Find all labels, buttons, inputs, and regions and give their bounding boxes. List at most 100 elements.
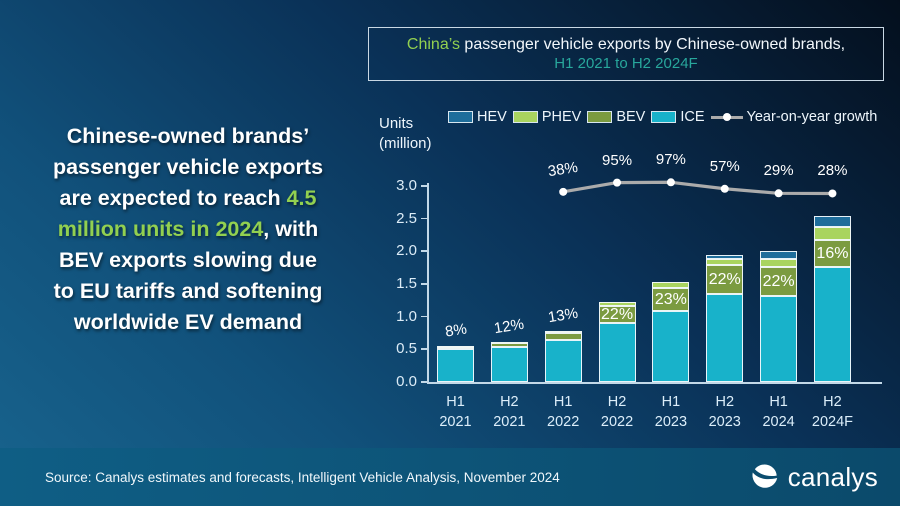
chart-title-box: China’s passenger vehicle exports by Chi…: [368, 27, 884, 81]
canalys-logo: canalys: [748, 448, 878, 506]
key-insight-line-1-segment-0: passenger vehicle exports: [52, 155, 324, 179]
x-axis-label-2-period: H1: [553, 394, 573, 410]
chart-title-segment-1: passenger vehicle exports by Chinese-own…: [459, 36, 846, 53]
x-axis-label-1-period: H2: [500, 394, 519, 410]
bar-h1-2022-segment-phev: [544, 331, 582, 334]
bar-h1-2023-segment-phev: [652, 282, 690, 288]
canalys-logo-text: canalys: [787, 461, 878, 492]
key-insight-line-2-segment-1: 4.5: [286, 186, 317, 210]
bev-share-label-4: 23%: [654, 291, 687, 309]
bar-h2-2023-segment-bev: [706, 265, 744, 294]
y-axis-tick-label: 2.0: [396, 242, 417, 260]
bar-h1-2023-segment-ice: [652, 311, 690, 382]
y-axis-tick: [421, 348, 428, 351]
key-insight-line-6: worldwide EV demand: [10, 307, 366, 338]
bev-share-label-1: 12%: [493, 315, 526, 338]
bar-h1-2021-segment-phev: [437, 346, 474, 349]
bar-h1-2021-segment-ice: [437, 349, 474, 382]
x-axis-label-6-period: H1: [769, 394, 788, 410]
y-axis-tick-label: 0.0: [396, 373, 417, 390]
bar-h2-2023-segment-phev: [706, 258, 744, 266]
legend-growth-line-sample: [710, 112, 743, 122]
growth-label-1: 95%: [602, 151, 633, 169]
bar-h1-2022-segment-ice: [544, 339, 582, 382]
legend-swatch-bev: [587, 111, 613, 123]
x-axis-label-0-period: H1: [446, 394, 465, 410]
canalys-logo-icon: [752, 463, 777, 488]
growth-point-1: [613, 178, 622, 187]
growth-label-4: 29%: [763, 162, 794, 180]
bar-h2-2021-segment-bev: [490, 342, 528, 348]
y-axis-tick: [421, 381, 428, 383]
growth-line: [562, 180, 833, 196]
bar-h1-2023-segment-bev: [652, 287, 690, 312]
y-axis-tick: [421, 185, 428, 187]
chart-legend: HEV PHEV BEV ICE Year-on-year growth: [448, 109, 883, 125]
y-axis-title-line1: Units: [379, 115, 414, 132]
key-insight-line-2-segment-0: are expected to reach: [59, 186, 287, 210]
growth-point-2: [666, 178, 675, 187]
x-axis-label-4-year: 2023: [654, 414, 688, 430]
growth-point-3: [720, 184, 729, 193]
growth-point-5: [828, 189, 837, 198]
key-insight-line-3-segment-1: , with: [263, 217, 319, 241]
bev-share-label-7: 16%: [816, 245, 849, 263]
growth-label-0: 38%: [546, 158, 580, 181]
chart-subtitle: H1 2021 to H2 2024F: [554, 55, 698, 72]
legend-item-phev: PHEV: [512, 109, 582, 125]
growth-point-0: [559, 187, 568, 196]
key-insight-line-0: Chinese-owned brands’: [10, 121, 366, 152]
bar-h1-2022-segment-bev: [544, 333, 582, 340]
key-insight-line-5: to EU tariffs and softening: [10, 276, 366, 307]
x-axis-label-0-year: 2021: [439, 414, 472, 430]
x-axis-label-2-year: 2022: [547, 414, 580, 430]
bev-share-label-6: 22%: [762, 273, 795, 291]
key-insight-line-2: are expected to reach 4.5: [10, 183, 366, 214]
legend-item-bev: BEV: [587, 109, 645, 125]
bar-h2-2021-segment-ice: [490, 347, 528, 382]
y-axis-tick: [421, 217, 428, 220]
chart-title: China’s passenger vehicle exports by Chi…: [407, 36, 845, 54]
legend-swatch-phev: [512, 111, 538, 123]
growth-point-4: [774, 189, 783, 198]
bar-h2-2021-segment-phev: [490, 342, 528, 345]
key-insight-line-3: million units in 2024, with: [10, 214, 366, 245]
y-axis-tick-label: 1.0: [396, 307, 417, 325]
legend-swatch-ice: [651, 111, 677, 123]
key-insight-line-3-segment-0: million units in 2024: [57, 217, 264, 241]
source-attribution: Source: Canalys estimates and forecasts,…: [45, 469, 560, 485]
legend-swatch-hev: [448, 111, 473, 123]
x-axis-label-1-year: 2021: [493, 414, 526, 430]
bar-h2-2024f-segment-bev: [813, 240, 851, 267]
bar-h2-2023-segment-ice: [706, 293, 744, 382]
y-axis-tick-label: 3.0: [396, 177, 417, 194]
legend-growth-marker: [722, 113, 731, 121]
x-axis-label-4-period: H1: [661, 394, 681, 410]
bev-share-label-5: 22%: [708, 270, 741, 288]
x-axis-label-3-period: H2: [607, 394, 627, 410]
x-axis-line: [427, 382, 882, 384]
key-insight-line-1: passenger vehicle exports: [10, 152, 366, 183]
key-insight-line-5-segment-0: to EU tariffs and softening: [53, 279, 323, 303]
x-axis-label-7-year: 2024F: [811, 414, 853, 430]
y-axis-tick-label: 0.5: [396, 340, 417, 358]
x-axis-label-5-period: H2: [715, 394, 735, 410]
bar-h2-2022-segment-bev: [598, 305, 636, 324]
bar-h2-2022-segment-phev: [598, 302, 636, 306]
y-axis-title-line2: (million): [379, 135, 432, 152]
key-insight-line-0-segment-0: Chinese-owned brands’: [66, 124, 310, 148]
legend-label-1: PHEV: [541, 109, 582, 125]
legend-item-ice: ICE: [651, 109, 705, 125]
y-axis-line: [427, 183, 429, 384]
bar-h1-2024-segment-phev: [760, 259, 798, 267]
bar-h1-2024-segment-bev: [760, 267, 798, 297]
x-axis-label-7-period: H2: [823, 394, 842, 410]
legend-label-0: HEV: [477, 109, 507, 125]
bar-h2-2022-segment-ice: [598, 323, 636, 382]
key-insight-line-6-segment-0: worldwide EV demand: [73, 310, 303, 334]
y-axis-title: Units (million): [379, 114, 432, 154]
growth-label-2: 97%: [655, 151, 686, 169]
legend-item-year-on-year-growth: Year-on-year growth: [710, 109, 877, 125]
legend-label-3: ICE: [680, 109, 705, 125]
